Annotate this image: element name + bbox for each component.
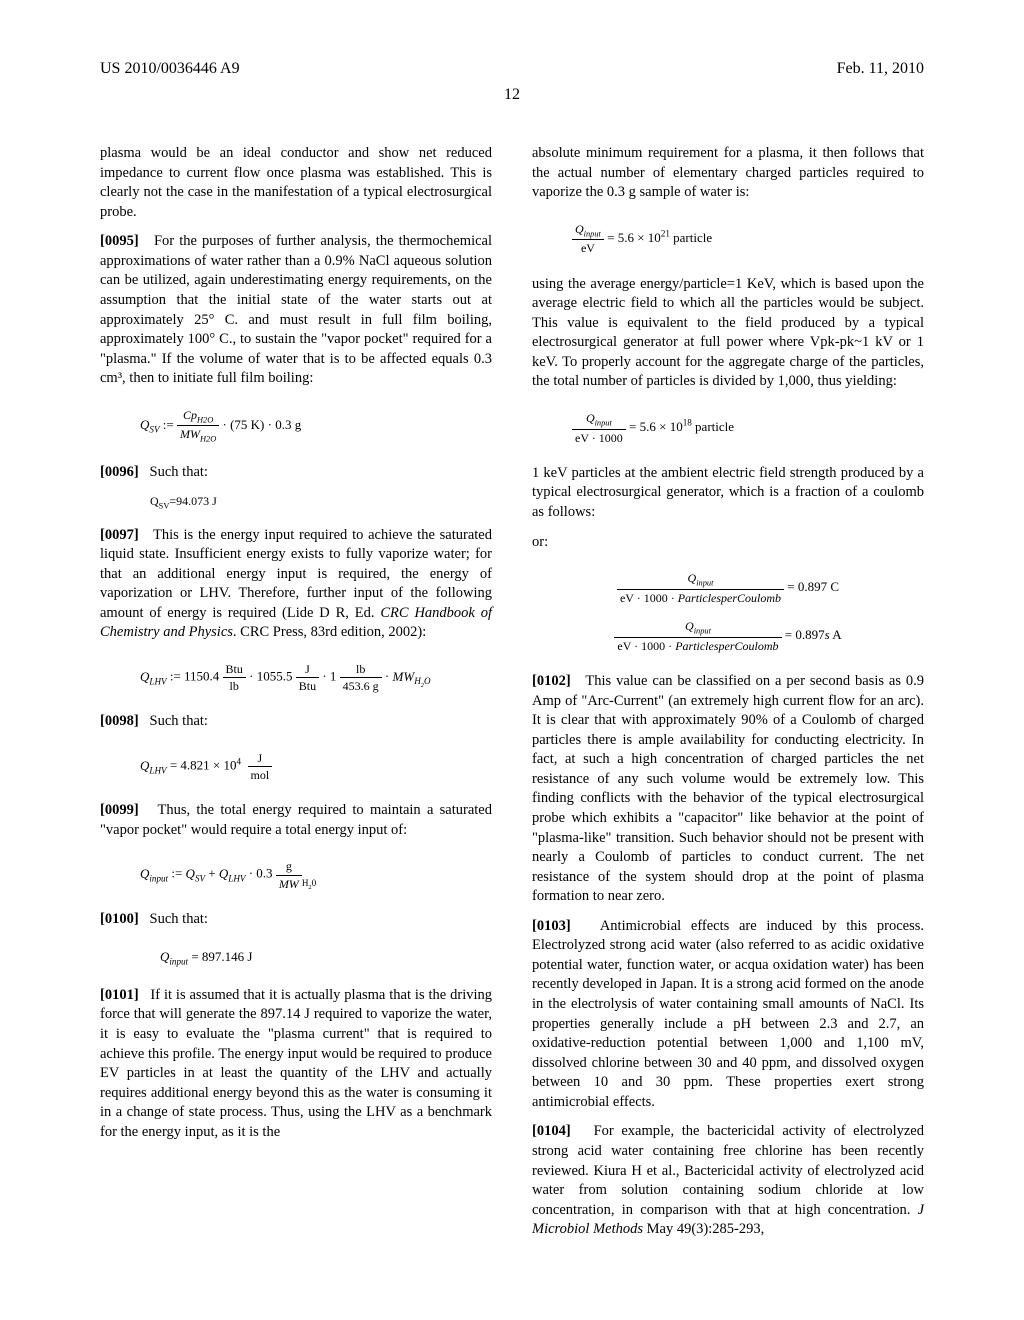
body-columns: plasma would be an ideal conductor and s… xyxy=(100,144,924,1250)
publication-number: US 2010/0036446 A9 xyxy=(100,60,240,78)
para-num: [0101] xyxy=(100,987,139,1003)
page-number: 12 xyxy=(100,86,924,104)
publication-date: Feb. 11, 2010 xyxy=(837,60,924,78)
para-num: [0096] xyxy=(100,464,139,480)
para-num: [0098] xyxy=(100,713,139,729)
para-num: [0097] xyxy=(100,527,139,543)
or-label: or: xyxy=(532,533,924,553)
right-column: absolute minimum requirement for a plasm… xyxy=(532,144,924,1250)
equation-qsv: QSV := CpH2OMWH2O · (75 K) · 0.3 g xyxy=(140,407,492,445)
equation-qlhv-value: QLHV = 4.821 × 104 Jmol xyxy=(140,750,492,783)
para-text: Such that: xyxy=(150,464,208,480)
para-0104: [0104] For example, the bactericidal act… xyxy=(532,1122,924,1239)
para-text: Such that: xyxy=(150,911,208,927)
equation-qsv-value: QSV=94.073 J xyxy=(150,493,492,512)
para-0102: [0102] This value can be classified on a… xyxy=(532,672,924,907)
equation-qlhv: QLHV := 1150.4 Btulb · 1055.5 JBtu · 1 l… xyxy=(140,661,492,694)
para-num: [0104] xyxy=(532,1123,571,1139)
equation-qinput: Qinput := QSV + QLHV · 0.3 gMWH20 xyxy=(140,858,492,892)
page-header: US 2010/0036446 A9 Feb. 11, 2010 xyxy=(100,60,924,78)
para-text: Such that: xyxy=(150,713,208,729)
para-text: For example, the bactericidal activity o… xyxy=(532,1123,924,1217)
equation-particles-2: QinputeV · 1000 = 5.6 × 1018 particle xyxy=(572,410,924,446)
equation-particles-1: QinputeV = 5.6 × 1021 particle xyxy=(572,221,924,257)
para-text: 1 keV particles at the ambient electric … xyxy=(532,464,924,523)
para-text: . CRC Press, 83rd edition, 2002): xyxy=(233,624,426,640)
continuation-text: plasma would be an ideal conductor and s… xyxy=(100,144,492,222)
patent-page: US 2010/0036446 A9 Feb. 11, 2010 12 plas… xyxy=(0,0,1024,1320)
para-num: [0095] xyxy=(100,233,139,249)
equation-coulomb: QinputeV · 1000 · ParticlesperCoulomb = … xyxy=(532,570,924,654)
para-0096: [0096] Such that: xyxy=(100,463,492,483)
para-text: May 49(3):285-293, xyxy=(643,1221,764,1237)
para-0098: [0098] Such that: xyxy=(100,712,492,732)
para-text: using the average energy/particle=1 KeV,… xyxy=(532,275,924,392)
para-num: [0103] xyxy=(532,918,571,934)
para-0100: [0100] Such that: xyxy=(100,910,492,930)
para-0101: [0101] If it is assumed that it is actua… xyxy=(100,986,492,1143)
para-num: [0100] xyxy=(100,911,139,927)
para-num: [0102] xyxy=(532,673,571,689)
continuation-text: absolute minimum requirement for a plasm… xyxy=(532,144,924,203)
para-text: Antimicrobial effects are induced by thi… xyxy=(532,918,924,1110)
para-text: This value can be classified on a per se… xyxy=(532,673,924,904)
para-0103: [0103] Antimicrobial effects are induced… xyxy=(532,917,924,1113)
para-text: If it is assumed that it is actually pla… xyxy=(100,987,492,1140)
para-num: [0099] xyxy=(100,802,139,818)
para-0095: [0095] For the purposes of further analy… xyxy=(100,232,492,389)
para-0099: [0099] Thus, the total energy required t… xyxy=(100,801,492,840)
para-0097: [0097] This is the energy input required… xyxy=(100,526,492,643)
equation-qinput-value: Qinput = 897.146 J xyxy=(160,948,492,968)
left-column: plasma would be an ideal conductor and s… xyxy=(100,144,492,1250)
para-text: For the purposes of further analysis, th… xyxy=(100,233,492,386)
para-text: Thus, the total energy required to maint… xyxy=(100,802,492,838)
